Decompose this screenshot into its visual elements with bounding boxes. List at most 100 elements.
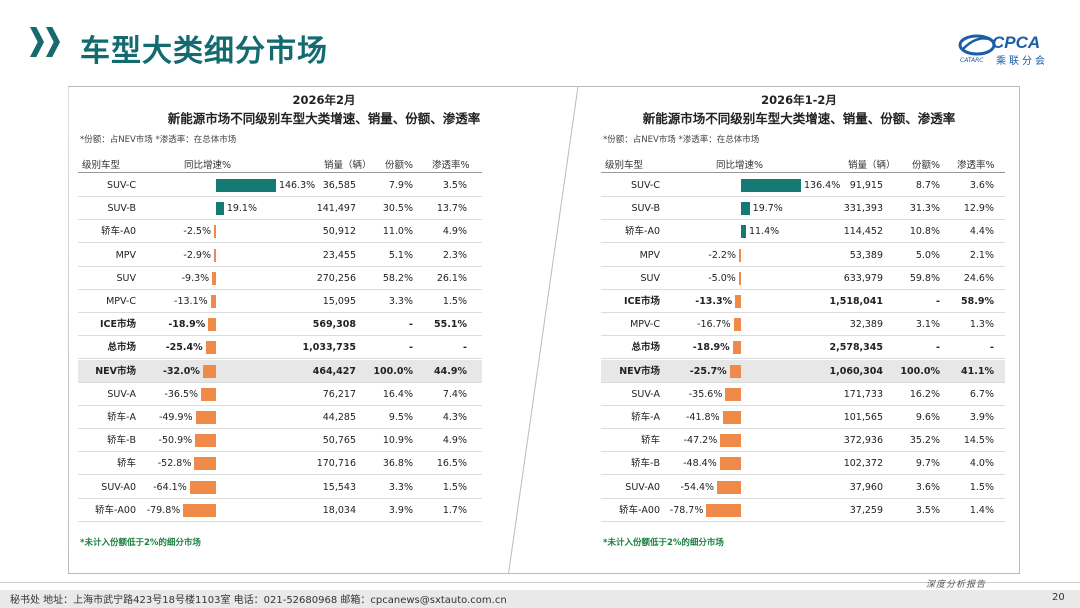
growth-bar [214,248,216,262]
growth-bar [706,503,741,517]
sales-value: 2,578,345 [829,342,884,354]
table-row: 总市场 -25.4% 1,033,735 - - [78,336,482,360]
share-value: 30.5% [382,203,413,215]
row-divider [78,288,482,290]
sales-value: 37,960 [849,481,883,493]
row-name: SUV-B [107,203,136,215]
table-row: MPV -2.2% 53,389 5.0% 2.1% [601,244,1005,267]
logo-text: CPCA [992,33,1041,52]
row-name: SUV-C [107,180,136,191]
table-row: ICE市场 -13.3% 1,518,041 - 58.9% [601,290,1005,313]
sales-value: 91,915 [849,180,883,191]
sales-value: 170,716 [316,458,356,470]
row-divider [601,265,1005,267]
penetration-value: 14.5% [963,435,994,447]
table-row: 轿车 -52.8% 170,716 36.8% 16.5% [78,452,482,476]
share-value: 31.3% [909,203,940,215]
row-name: 轿车-B [107,435,136,447]
penetration-value: 58.9% [961,296,994,307]
growth-label: 136.4% [804,180,841,191]
row-divider [601,335,1005,337]
share-value: 9.5% [388,412,413,423]
sales-value: 464,427 [312,365,356,377]
footer-divider [0,582,1080,583]
table-row: 轿车-A0 -2.5% 50,912 11.0% 4.9% [78,220,482,244]
header-divider [601,172,1005,173]
sales-value: 50,912 [322,226,356,238]
table-row: SUV-B 19.1% 141,497 30.5% 13.7% [78,197,482,221]
row-divider [78,451,482,453]
growth-bar [720,434,741,448]
share-value: 3.6% [915,481,940,493]
footer-contact: 秘书处 地址：上海市武宁路423号18号楼1103室 电话：021-526809… [10,595,507,606]
sales-value: 76,217 [322,388,356,400]
row-name: MPV-C [106,296,136,307]
growth-bar [732,341,741,355]
sales-value: 102,372 [843,458,883,470]
table-row: NEV市场 -25.7% 1,060,304 100.0% 41.1% [601,359,1005,383]
penetration-value: 7.4% [442,388,467,400]
penetration-value: 4.9% [442,226,467,238]
share-value: 3.5% [915,504,940,516]
cpca-logo: CPCA 乘联分会 CATARC [958,30,1058,67]
row-divider [601,428,1005,429]
growth-bar [717,480,741,494]
header-chevron-icon [30,27,44,57]
row-name: ICE市场 [100,319,136,331]
share-value: 10.8% [909,226,940,238]
growth-bar [210,295,216,308]
panel-subtitle: 新能源市场不同级别车型大类增速、销量、份额、渗透率 [642,111,956,126]
row-divider [601,312,1005,313]
growth-label: -5.0% [708,272,736,284]
share-value: 7.9% [388,180,413,191]
growth-label: 19.7% [752,203,783,215]
row-name: MPV [115,249,136,261]
row-divider [601,288,1005,290]
penetration-value: 1.5% [969,481,994,493]
growth-label: -18.9% [692,342,730,354]
share-value: 11.0% [382,226,413,238]
table-row: ICE市场 -18.9% 569,308 - 55.1% [78,313,482,337]
row-name: 轿车-A00 [94,504,136,516]
table-row: 轿车-A -41.8% 101,565 9.6% 3.9% [601,406,1005,429]
column-header-share: 份额% [385,160,414,171]
row-divider [601,451,1005,453]
column-header-growth: 同比增速% [716,160,764,171]
penetration-value: 3.9% [969,412,994,423]
growth-label: -16.7% [697,319,731,331]
table-row: SUV-C 136.4% 91,915 8.7% 3.6% [601,174,1005,197]
share-value: 58.2% [382,272,413,284]
table-row: 轿车 -47.2% 372,936 35.2% 14.5% [601,429,1005,453]
growth-bar [189,480,216,494]
penetration-value: 4.3% [442,412,467,423]
row-name: SUV-C [631,180,660,191]
growth-label: -54.4% [680,481,715,493]
penetration-value: 1.7% [442,504,467,516]
growth-label: -79.8% [146,504,181,516]
growth-label: -2.5% [183,226,211,238]
growth-bar [741,179,802,192]
row-divider [78,381,482,383]
row-name: 轿车-A0 [625,226,660,238]
row-divider [78,312,482,313]
panel-cumulative: 2026年1-2月 新能源市场不同级别车型大类增速、销量、份额、渗透率 *份额：… [508,86,1020,574]
share-value: 5.1% [388,249,413,261]
sales-value: 32,389 [849,319,883,331]
sales-value: 36,585 [322,180,356,191]
row-divider [78,335,482,337]
share-value: 16.2% [909,388,940,400]
row-name: 轿车-A0 [101,226,136,238]
row-divider [78,428,482,429]
sales-value: 141,497 [316,203,356,215]
penetration-value: 4.4% [969,226,994,238]
growth-bar [214,225,216,239]
growth-label: -32.0% [162,365,200,377]
share-value: 59.8% [909,272,940,284]
penetration-value: 2.3% [442,249,467,261]
growth-bar [216,202,224,216]
growth-bar [202,364,216,378]
sales-value: 37,259 [849,504,883,516]
table-row: SUV -9.3% 270,256 58.2% 26.1% [78,267,482,290]
sales-value: 569,308 [312,319,356,331]
panel-period: 2026年2月 [292,93,356,107]
